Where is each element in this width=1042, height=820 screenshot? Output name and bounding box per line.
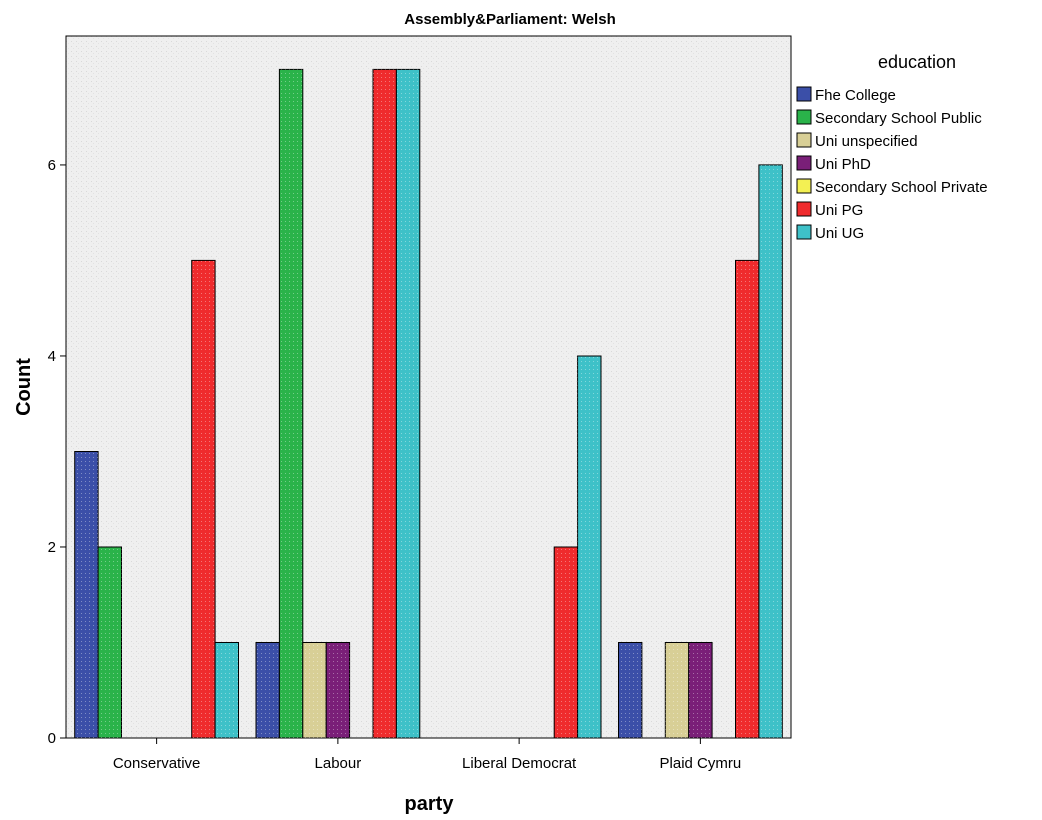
bar-texture [373, 69, 397, 738]
legend-swatch [796, 132, 812, 148]
x-tick-label: Liberal Democrat [462, 755, 577, 772]
legend-label: Uni PG [815, 202, 863, 219]
legend-label: Uni unspecified [815, 133, 918, 150]
x-tick-label: Plaid Cymru [660, 755, 742, 772]
bar-texture [735, 260, 759, 738]
y-tick-label: 6 [48, 157, 56, 174]
legend-swatch [796, 201, 812, 217]
bar-texture [302, 642, 327, 738]
bar-texture [326, 642, 350, 738]
bar-texture [688, 642, 713, 738]
legend-title: education [878, 52, 956, 72]
x-tick-label: Conservative [113, 755, 201, 772]
bar-texture [279, 69, 303, 738]
legend-label: Uni UG [815, 225, 864, 242]
y-axis-title: Count [13, 358, 35, 416]
y-tick-label: 4 [48, 348, 56, 365]
legend: Fhe College Secondary School Public Uni un… [796, 86, 988, 242]
y-tick-label: 2 [48, 539, 56, 556]
x-axis: Conservative Labour Liberal Democrat Plaid … [113, 738, 741, 772]
bar-texture [256, 642, 280, 738]
legend-swatch [796, 155, 812, 171]
legend-label: Secondary School Private [815, 179, 988, 196]
bar-texture [618, 642, 642, 738]
bar-texture [396, 69, 420, 738]
bar-texture [74, 451, 99, 738]
bar-texture [215, 642, 239, 738]
legend-label: Uni PhD [815, 156, 871, 173]
legend-swatch [796, 109, 812, 125]
bar-texture [191, 260, 216, 738]
legend-swatch [796, 178, 812, 194]
bar-texture [758, 164, 783, 738]
bars-layer [74, 68, 783, 739]
plot-area [65, 35, 792, 739]
y-axis: 0 2 4 6 [48, 157, 66, 747]
legend-swatch [796, 86, 812, 102]
legend-label: Fhe College [815, 87, 896, 104]
bar-texture [554, 547, 578, 738]
chart-title: Assembly&Parliament: Welsh [404, 11, 615, 28]
x-axis-title: party [405, 793, 455, 815]
legend-swatch [796, 224, 812, 240]
x-tick-label: Labour [315, 755, 362, 772]
bar-texture [577, 356, 601, 738]
y-tick-label: 0 [48, 730, 56, 747]
legend-label: Secondary School Public [815, 110, 982, 127]
bar-texture [665, 642, 689, 738]
bar-texture [98, 547, 122, 738]
